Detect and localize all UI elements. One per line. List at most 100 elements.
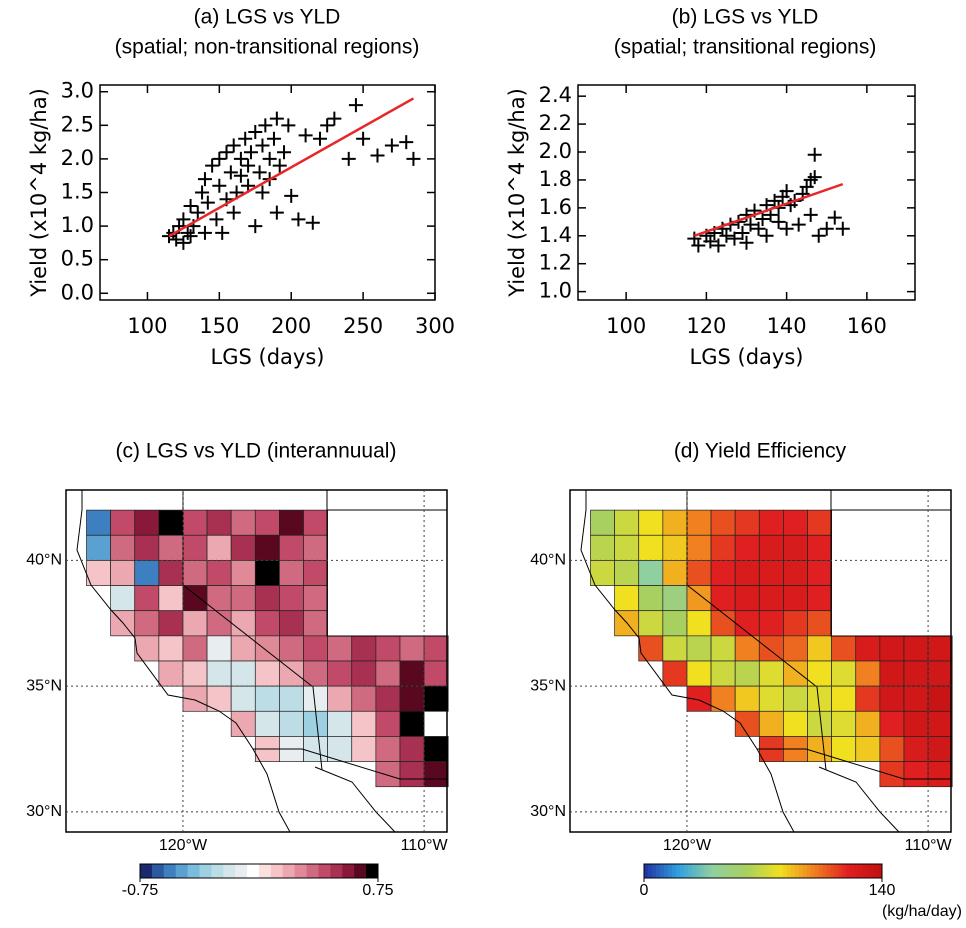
plot-frame: [577, 84, 916, 301]
y-tick-label: 2.0: [61, 146, 94, 170]
map-cell: [423, 685, 449, 712]
data-point: [771, 214, 786, 229]
colorbar-swatch: [306, 864, 319, 878]
fit-line: [168, 97, 415, 238]
map-cell: [686, 560, 712, 586]
map-cell: [158, 509, 184, 536]
chart-subtitle: (spatial; non-transitional regions): [115, 36, 420, 59]
map-cell: [230, 585, 256, 612]
map-cell: [662, 635, 688, 662]
data-point: [348, 98, 363, 113]
chart-title: (d) Yield Efficiency: [674, 440, 847, 463]
colorbar-frame: [139, 863, 379, 879]
colorbar-swatch: [870, 864, 875, 878]
data-point: [233, 151, 248, 166]
data-point: [284, 188, 299, 203]
data-point: [226, 138, 241, 153]
map-cell: [662, 534, 688, 561]
data-point: [183, 229, 198, 244]
data-point: [226, 205, 241, 220]
data-point: [711, 238, 726, 253]
map-cell: [807, 610, 832, 637]
data-point: [248, 219, 263, 234]
x-axis-label: LGS (days): [211, 345, 325, 369]
map-cell: [903, 710, 929, 737]
map-cell: [903, 635, 929, 662]
data-point: [272, 158, 287, 173]
map-cell: [783, 560, 808, 586]
y-tick-label: 2.5: [61, 112, 94, 136]
map-cell: [783, 534, 808, 561]
map-cell: [399, 710, 425, 737]
data-point: [212, 178, 227, 193]
map-cell: [879, 736, 905, 762]
map-cell: [254, 635, 280, 662]
colorbar-swatch: [782, 864, 788, 878]
map-cell: [279, 685, 304, 712]
map-cell: [807, 560, 832, 586]
map-cell: [614, 509, 640, 536]
colorbar-swatch: [755, 864, 760, 878]
map-cell: [134, 585, 160, 612]
map-cell: [710, 534, 736, 561]
y-tick-label: 1.5: [61, 180, 94, 204]
colorbar-swatch: [187, 864, 200, 878]
data-point: [755, 212, 770, 227]
map-cell: [758, 560, 784, 586]
colorbar-swatch: [703, 864, 708, 878]
map-cell: [134, 509, 160, 536]
colorbar-frame: [643, 863, 883, 879]
colorbar-swatch: [846, 864, 851, 878]
map-cell: [686, 534, 712, 561]
colorbar-swatch: [695, 864, 701, 878]
colorbar-swatch: [830, 864, 835, 878]
colorbar-swatch: [854, 864, 859, 878]
map-cell: [399, 761, 425, 788]
x-tick-label: 110°W: [401, 837, 449, 854]
data-point: [262, 151, 277, 166]
data-point: [727, 231, 742, 246]
map-cell: [303, 660, 328, 687]
map-cell: [375, 685, 401, 712]
map-cell: [279, 610, 304, 637]
map-cell: [182, 509, 208, 536]
map-cell: [230, 685, 256, 712]
colorbar-swatch: [270, 864, 284, 878]
map-cell: [279, 710, 304, 737]
map-cell: [279, 585, 304, 612]
data-point: [327, 111, 342, 126]
map-cell: [734, 685, 760, 712]
colorbar-swatch: [223, 864, 236, 878]
y-tick-label: 1.4: [539, 223, 572, 247]
colorbar-swatch: [786, 864, 792, 878]
colorbar-swatch: [199, 864, 212, 878]
map-cell: [182, 585, 208, 612]
data-point: [807, 147, 822, 162]
colorbar-swatch: [814, 864, 820, 878]
map-cell: [710, 635, 736, 662]
y-tick-label: 40°N: [530, 552, 566, 569]
map-cell: [638, 560, 664, 586]
map-cell: [662, 585, 688, 612]
map-cell: [879, 710, 905, 737]
colorbar-swatch: [810, 864, 816, 878]
colorbar-swatch: [175, 864, 189, 878]
data-point: [269, 111, 284, 126]
map-cell: [903, 685, 929, 712]
map-cell: [110, 509, 136, 536]
chart-title: (b) LGS vs YLD: [672, 6, 819, 29]
chart-title: (a) LGS vs YLD: [194, 6, 341, 29]
colorbar-swatch: [719, 864, 724, 878]
map-cell: [662, 610, 688, 637]
colorbar-swatch: [735, 864, 740, 878]
map-cell: [279, 509, 304, 536]
map-cell: [590, 534, 615, 561]
colorbar-swatch: [282, 864, 296, 878]
map-cell: [327, 685, 353, 712]
colorbar-swatch: [294, 864, 308, 878]
y-tick-label: 0.5: [61, 247, 94, 271]
map-cell: [158, 635, 184, 662]
map-cell: [351, 710, 377, 737]
map-cell: [807, 635, 832, 662]
map-cell: [375, 660, 401, 687]
